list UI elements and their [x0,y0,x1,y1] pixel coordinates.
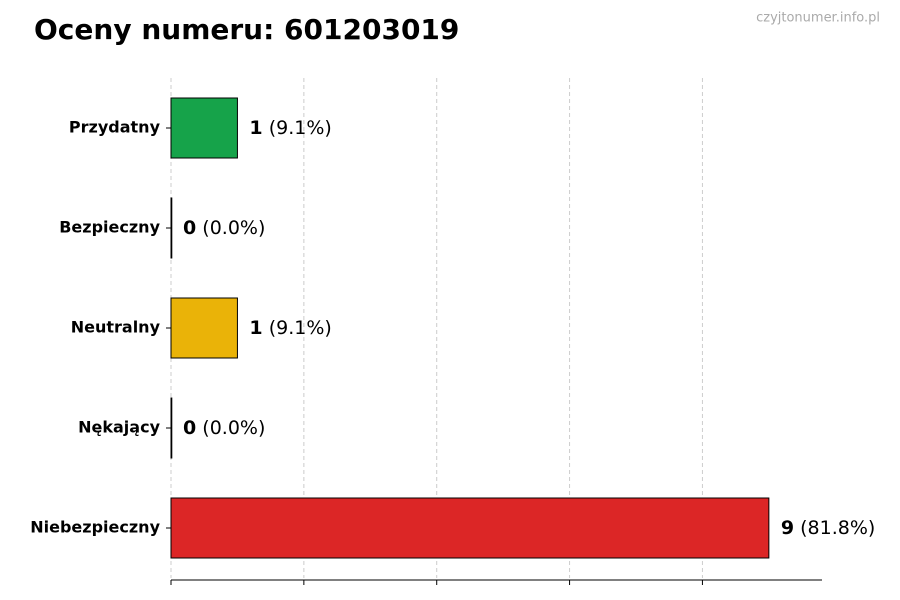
y-tick-label: Bezpieczny [59,218,160,237]
chart-title: Oceny numeru: 601203019 [34,13,459,46]
data-label: 9 (81.8%) [781,517,875,539]
y-tick-label: Przydatny [69,118,161,137]
data-label: 1 (9.1%) [249,317,331,339]
data-label: 0 (0.0%) [183,217,265,239]
value-label: 1 [249,317,262,339]
percent-label: (9.1%) [269,117,332,139]
bar [170,397,173,459]
bar [170,197,173,259]
y-tick-label: Niebezpieczny [30,518,160,537]
percent-label: (81.8%) [800,517,875,539]
y-tick-label: Nękający [78,418,160,437]
bar [170,297,238,359]
percent-label: (0.0%) [202,217,265,239]
percent-label: (9.1%) [269,317,332,339]
watermark: czyjtonumer.info.pl [756,11,880,26]
value-label: 0 [183,417,196,439]
bar [170,497,770,559]
y-tick-label: Neutralny [71,318,161,337]
value-label: 0 [183,217,196,239]
value-label: 9 [781,517,794,539]
data-label: 0 (0.0%) [183,417,265,439]
data-label: 1 (9.1%) [249,117,331,139]
percent-label: (0.0%) [202,417,265,439]
bar [170,97,238,159]
value-label: 1 [249,117,262,139]
